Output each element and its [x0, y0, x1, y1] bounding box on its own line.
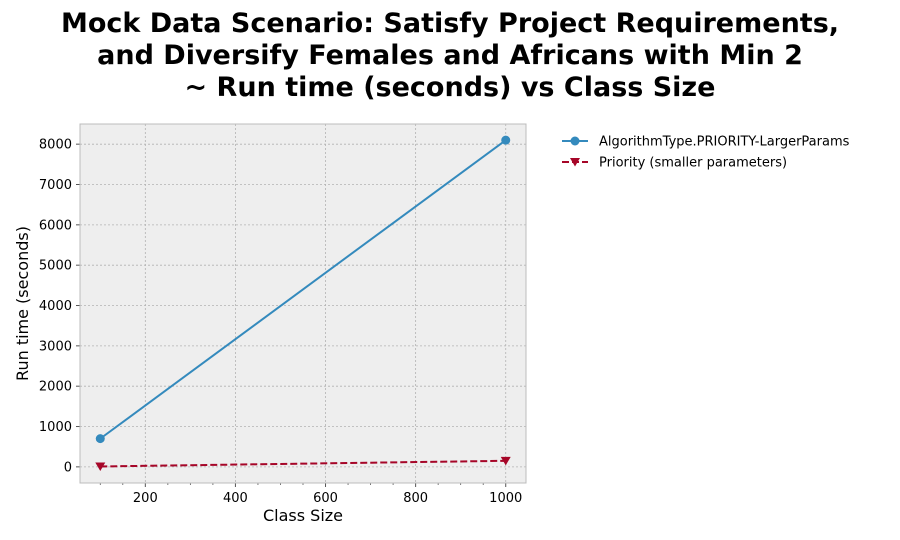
axis-ticks: 200 400 600 800 1000 0 1000 2000 3000 4000 5000 600… — [39, 138, 522, 506]
y-tick-label: 2000 — [39, 380, 72, 395]
title-line-2: and Diversify Females and Africans with … — [97, 40, 803, 71]
y-tick-label: 0 — [64, 460, 72, 475]
x-tick-label: 400 — [223, 491, 248, 506]
data-point — [95, 434, 105, 444]
title-line-1: Mock Data Scenario: Satisfy Project Requ… — [60, 8, 840, 39]
legend: AlgorithmType.PRIORITY-LargerParams Prior… — [562, 135, 850, 171]
legend-entry-1: AlgorithmType.PRIORITY-LargerParams — [562, 135, 850, 150]
plot-area — [80, 124, 526, 483]
series-layer — [95, 135, 511, 471]
y-tick-label: 5000 — [39, 259, 72, 274]
x-tick-label: 800 — [403, 491, 428, 506]
data-point — [95, 462, 106, 471]
x-tick-label: 200 — [133, 491, 158, 506]
series-line — [100, 459, 506, 468]
legend-entry-2: Priority (smaller parameters) — [562, 156, 787, 171]
legend-label: AlgorithmType.PRIORITY-LargerParams — [599, 135, 850, 150]
chart-title: Mock Data Scenario: Satisfy Project Requ… — [0, 8, 900, 104]
series-1 — [95, 135, 511, 444]
y-tick-label: 6000 — [39, 218, 72, 233]
x-tick-label: 600 — [313, 491, 338, 506]
y-tick-label: 4000 — [39, 299, 72, 314]
y-tick-label: 3000 — [39, 339, 72, 354]
legend-label: Priority (smaller parameters) — [599, 156, 787, 171]
x-axis-label: Class Size — [263, 506, 343, 525]
y-tick-label: 8000 — [39, 138, 72, 153]
y-tick-label: 7000 — [39, 178, 72, 193]
data-point — [501, 135, 511, 145]
data-point — [500, 456, 511, 466]
y-tick-label: 1000 — [39, 420, 72, 435]
title-line-3: ~ Run time (seconds) vs Class Size — [184, 72, 716, 103]
series-line — [99, 139, 507, 440]
legend-marker — [570, 158, 580, 167]
series-2 — [95, 456, 511, 471]
plot-frame — [79, 123, 527, 484]
legend-marker — [570, 136, 580, 146]
y-axis-label: Run time (seconds) — [13, 226, 32, 381]
x-tick-label: 1000 — [489, 491, 522, 506]
